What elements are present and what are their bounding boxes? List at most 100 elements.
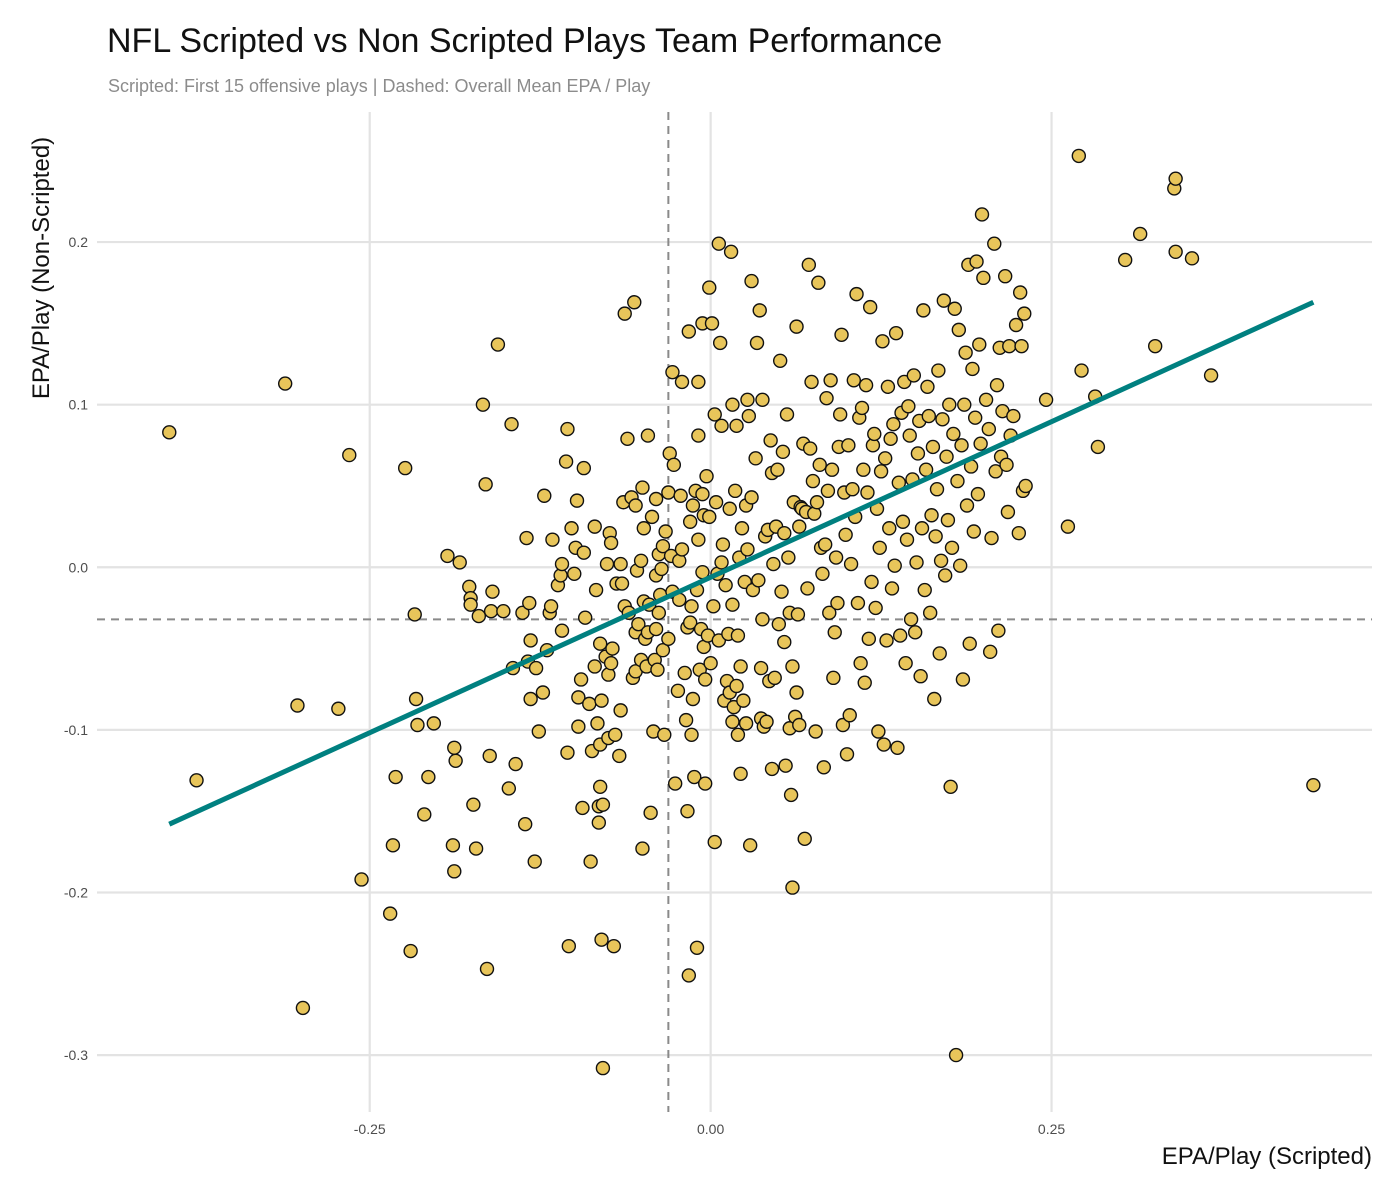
data-point xyxy=(1074,363,1089,378)
data-point xyxy=(740,542,755,557)
data-point xyxy=(702,280,717,295)
data-point xyxy=(823,373,838,388)
data-point xyxy=(606,938,622,954)
data-point xyxy=(189,773,204,788)
data-point xyxy=(1014,338,1029,354)
data-point xyxy=(599,556,615,572)
data-point xyxy=(903,612,919,627)
data-point xyxy=(648,621,664,637)
data-point xyxy=(689,940,705,955)
data-point xyxy=(899,532,915,547)
data-point xyxy=(882,521,897,536)
data-point xyxy=(822,605,837,621)
data-point xyxy=(684,599,699,614)
data-point xyxy=(342,447,357,463)
data-point xyxy=(892,628,908,643)
data-point xyxy=(677,665,692,681)
data-point xyxy=(997,269,1013,284)
data-point xyxy=(858,377,874,393)
data-point xyxy=(952,558,968,573)
data-point xyxy=(730,628,746,643)
data-point xyxy=(595,797,611,812)
data-point xyxy=(790,607,806,622)
data-point xyxy=(898,656,913,671)
data-point xyxy=(785,659,800,674)
data-point xyxy=(1017,306,1032,321)
data-point xyxy=(650,662,665,677)
data-point xyxy=(770,462,785,477)
data-point xyxy=(936,293,952,308)
data-point xyxy=(771,616,787,632)
data-point xyxy=(543,599,559,614)
data-point xyxy=(775,444,791,460)
data-point xyxy=(802,441,818,456)
data-point xyxy=(842,708,857,723)
data-point xyxy=(729,678,744,694)
data-point xyxy=(643,805,658,821)
data-point xyxy=(826,670,841,686)
data-point xyxy=(667,776,683,791)
data-point xyxy=(1018,478,1033,494)
data-point xyxy=(648,491,664,507)
data-point xyxy=(658,524,673,539)
trend-line-group xyxy=(168,299,1315,827)
data-point xyxy=(1071,148,1087,164)
data-points xyxy=(162,148,1321,1076)
data-point xyxy=(901,399,916,414)
data-point xyxy=(657,727,672,742)
data-point xyxy=(417,807,432,822)
data-point xyxy=(478,477,493,492)
data-point xyxy=(922,605,938,621)
data-point xyxy=(932,646,947,661)
data-point xyxy=(560,421,575,437)
data-point xyxy=(839,747,855,762)
data-point xyxy=(876,737,892,752)
y-tick-label: -0.3 xyxy=(64,1047,88,1063)
data-point xyxy=(531,724,547,739)
data-point xyxy=(590,716,605,731)
data-point xyxy=(1011,525,1027,541)
data-point xyxy=(614,576,630,591)
data-point xyxy=(868,600,883,616)
data-point xyxy=(447,740,462,755)
data-point xyxy=(1060,519,1076,534)
data-point xyxy=(691,374,706,390)
data-point xyxy=(797,831,812,847)
data-point xyxy=(685,691,701,707)
data-point xyxy=(991,623,1006,638)
data-point xyxy=(846,373,862,388)
data-point xyxy=(738,716,754,731)
data-point xyxy=(729,418,744,434)
data-point xyxy=(880,379,896,394)
data-point xyxy=(982,644,998,660)
data-point xyxy=(691,428,706,443)
data-point xyxy=(972,337,987,352)
data-point xyxy=(1012,285,1028,300)
data-point xyxy=(577,610,593,625)
data-point xyxy=(410,717,425,733)
data-point xyxy=(950,473,965,489)
x-tick-label: -0.25 xyxy=(354,1121,386,1137)
data-point xyxy=(920,379,935,394)
data-point xyxy=(981,421,997,437)
data-point xyxy=(715,537,731,552)
data-point xyxy=(1306,777,1321,793)
gridlines xyxy=(97,112,1372,1112)
data-point xyxy=(954,438,969,453)
data-point xyxy=(727,483,743,499)
data-point xyxy=(674,542,690,557)
data-point xyxy=(711,236,727,251)
data-point xyxy=(699,469,714,484)
data-point xyxy=(528,660,544,676)
data-point xyxy=(928,529,943,544)
data-point xyxy=(695,486,710,502)
data-point xyxy=(1006,408,1021,424)
data-point xyxy=(582,696,597,712)
data-point xyxy=(613,556,628,572)
data-point xyxy=(718,577,733,593)
data-point xyxy=(939,449,954,464)
data-point xyxy=(708,495,724,510)
data-point xyxy=(523,633,538,648)
data-point xyxy=(644,509,660,525)
data-point xyxy=(944,540,960,555)
